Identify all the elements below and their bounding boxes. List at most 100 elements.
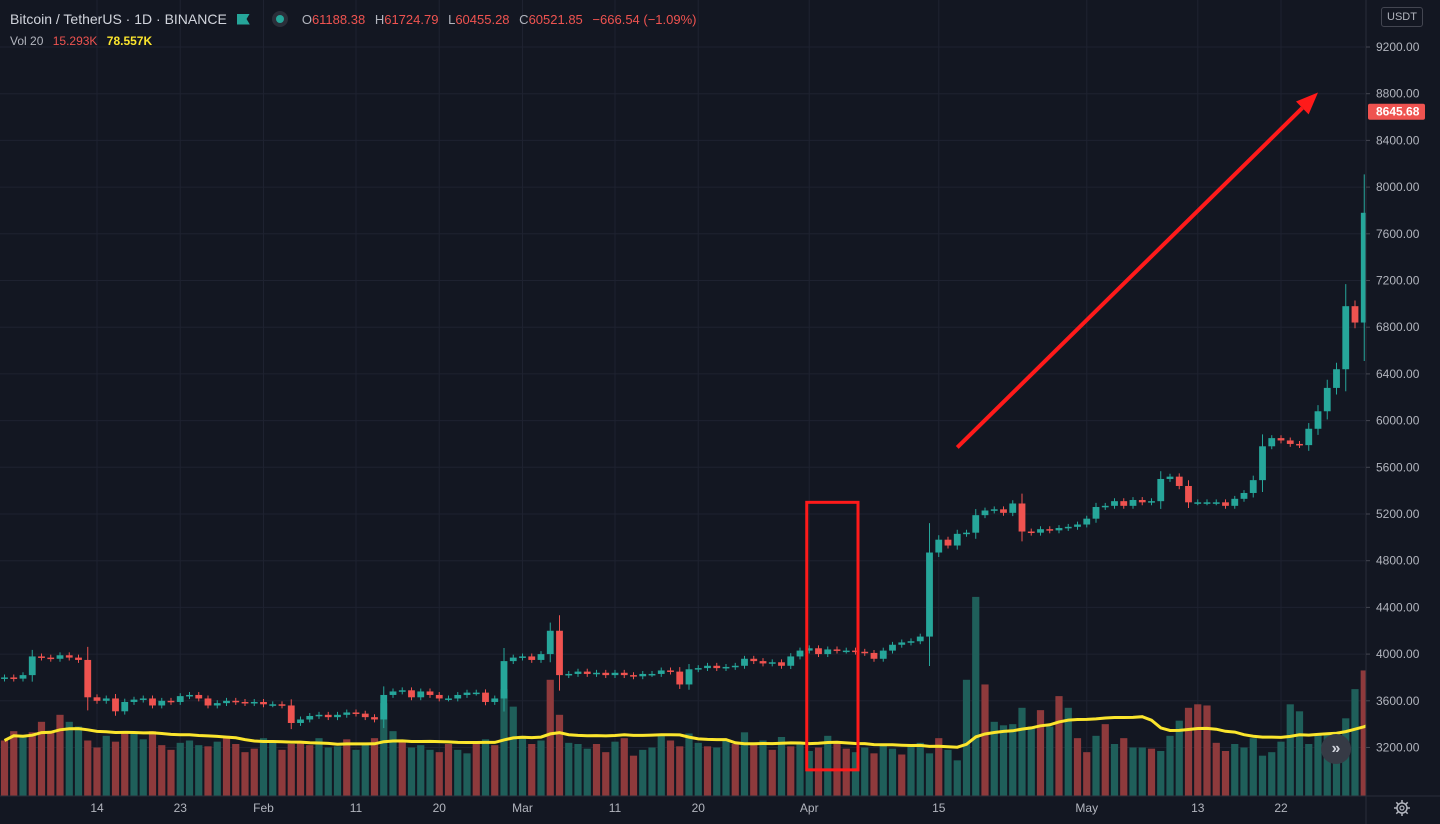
candle-body: [139, 698, 147, 700]
candle-body: [408, 690, 415, 698]
candle: [667, 667, 674, 675]
candle-body: [204, 698, 212, 706]
candle: [713, 662, 721, 672]
candle-body: [1305, 428, 1313, 446]
candle: [1231, 495, 1239, 509]
candle-body: [657, 670, 665, 674]
volume-bar: [851, 752, 860, 796]
candle-body: [250, 701, 258, 704]
candle-body: [593, 672, 600, 675]
candle: [287, 699, 295, 730]
candle: [1166, 473, 1174, 482]
symbol-title[interactable]: Bitcoin / TetherUS · 1D · BINANCE: [10, 11, 227, 27]
candle-body: [556, 630, 563, 676]
candle-body: [796, 650, 804, 657]
volume-bar: [435, 752, 443, 796]
candle: [630, 672, 637, 680]
flag-icon[interactable]: [236, 13, 250, 25]
candle: [204, 695, 212, 709]
candle-body: [1286, 440, 1294, 444]
volume-bar: [722, 740, 730, 796]
volume-bar: [472, 742, 480, 796]
candle-body: [1083, 518, 1091, 525]
candle-body: [546, 630, 554, 655]
candle-body: [815, 648, 822, 655]
candle: [306, 713, 314, 723]
candle-body: [648, 673, 656, 676]
candle-body: [907, 641, 915, 643]
candle-body: [102, 698, 110, 701]
candle-body: [1018, 503, 1026, 532]
candle: [907, 638, 915, 646]
candle: [1333, 362, 1340, 395]
volume-bar: [74, 726, 83, 796]
y-tick-label: 3200.00: [1376, 741, 1420, 755]
volume-bar: [888, 748, 897, 796]
volume-bar: [611, 741, 619, 796]
candle: [759, 658, 767, 667]
candle-body: [1027, 531, 1035, 534]
candle: [861, 648, 869, 656]
x-tick-label: Feb: [253, 801, 274, 815]
candle: [528, 653, 536, 663]
candle-body: [981, 510, 989, 516]
scroll-to-realtime-button[interactable]: »: [1321, 734, 1351, 764]
candle-body: [916, 636, 924, 642]
candle: [93, 694, 101, 704]
candle-body: [1166, 476, 1174, 479]
volume-bar: [1240, 747, 1248, 796]
candle: [1268, 435, 1276, 450]
candle-body: [389, 691, 397, 695]
candle-body: [805, 648, 813, 651]
candle: [343, 709, 351, 718]
candle: [824, 646, 832, 658]
candle-body: [1351, 306, 1359, 323]
x-tick-label: May: [1075, 801, 1098, 815]
candle-body: [1092, 506, 1100, 519]
candle: [472, 689, 480, 696]
candle-body: [1323, 387, 1331, 412]
candle: [768, 659, 776, 667]
candle: [1323, 379, 1331, 420]
candle: [1360, 174, 1368, 361]
volume-bar: [1055, 696, 1063, 796]
candle-body: [898, 642, 906, 645]
settings-gear-icon[interactable]: [1393, 799, 1411, 817]
candle: [65, 652, 73, 661]
candle: [1027, 528, 1035, 536]
candle-body: [1203, 502, 1211, 504]
x-tick-label: 14: [90, 801, 104, 815]
volume-bar: [1138, 747, 1146, 796]
volume-bar: [324, 747, 332, 796]
y-tick-label: 6800.00: [1376, 320, 1420, 334]
volume-bar: [361, 743, 369, 796]
candle: [990, 506, 998, 514]
open-value: 61188.38: [311, 11, 366, 27]
volume-bar: [500, 689, 508, 796]
candle: [565, 671, 573, 679]
x-tick-label: Mar: [512, 801, 533, 815]
candle: [112, 693, 119, 716]
volume-bar: [546, 679, 554, 796]
volume-bar: [1073, 738, 1082, 796]
currency-button[interactable]: USDT: [1381, 7, 1423, 27]
candle: [953, 529, 961, 550]
volume-bar: [574, 743, 582, 796]
candle: [241, 699, 249, 707]
candle-body: [38, 656, 45, 658]
candle: [704, 662, 711, 672]
annotation-arrow-head: [1296, 92, 1318, 115]
candle-body: [1, 677, 8, 679]
candle-body: [472, 692, 480, 695]
volume-bar: [333, 746, 342, 796]
volume-bar: [1258, 755, 1267, 796]
volume-bar: [870, 753, 878, 796]
candle: [676, 667, 684, 689]
volume-bar: [1036, 710, 1045, 796]
volume-bar: [907, 746, 915, 796]
candle: [1249, 475, 1257, 498]
volume-bar: [232, 743, 240, 796]
candle-body: [1000, 509, 1007, 513]
